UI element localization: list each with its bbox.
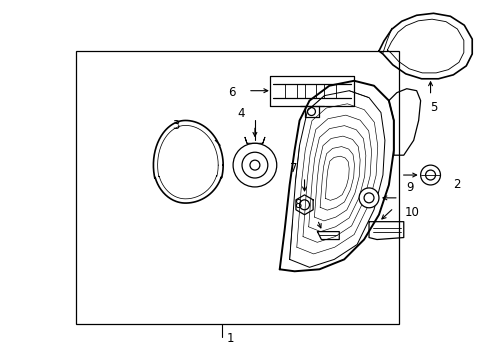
Text: 10: 10 xyxy=(404,206,419,219)
Circle shape xyxy=(307,108,315,116)
Text: 4: 4 xyxy=(237,107,244,120)
Text: 2: 2 xyxy=(452,179,460,192)
Text: 1: 1 xyxy=(226,332,234,345)
Circle shape xyxy=(242,152,267,178)
Text: 3: 3 xyxy=(172,119,180,132)
Circle shape xyxy=(299,200,309,210)
Text: 8: 8 xyxy=(294,198,302,211)
Circle shape xyxy=(249,160,259,170)
Circle shape xyxy=(233,143,276,187)
Text: 6: 6 xyxy=(228,86,235,99)
Text: 9: 9 xyxy=(406,181,413,194)
Circle shape xyxy=(358,188,378,208)
Text: 7: 7 xyxy=(289,162,297,175)
Circle shape xyxy=(425,170,435,180)
Circle shape xyxy=(364,193,373,203)
Bar xyxy=(76,51,398,324)
Circle shape xyxy=(420,165,440,185)
Text: 5: 5 xyxy=(429,101,437,114)
